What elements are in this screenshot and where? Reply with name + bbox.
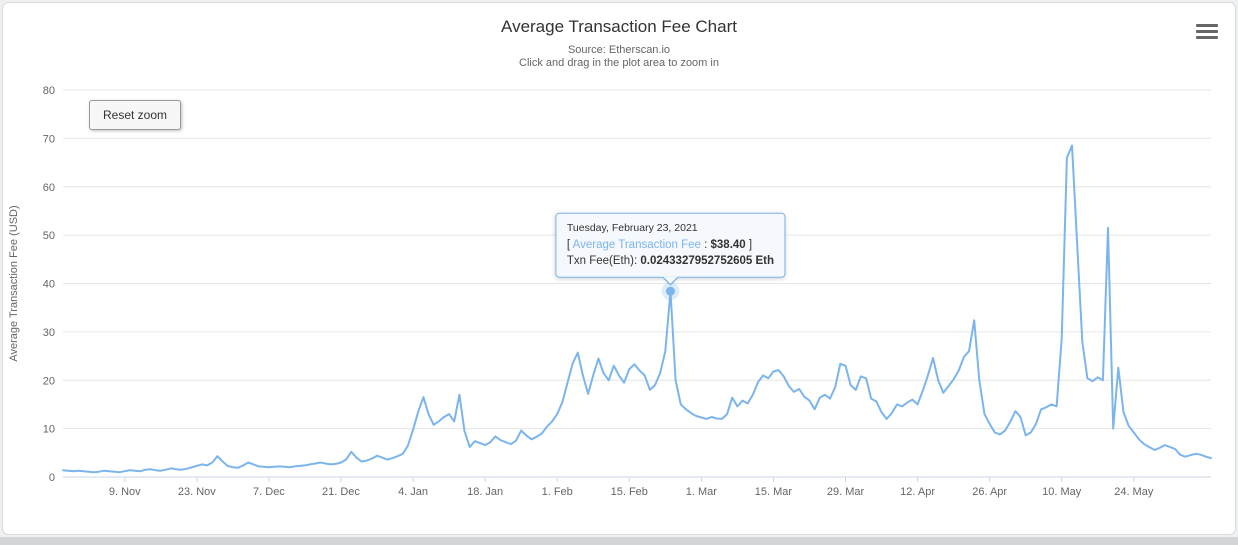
page-bottom-strip	[0, 537, 1238, 545]
svg-text:80: 80	[43, 85, 55, 97]
svg-text:9. Nov: 9. Nov	[109, 486, 141, 498]
svg-text:1. Mar: 1. Mar	[686, 486, 718, 498]
chart-title: Average Transaction Fee Chart	[501, 17, 737, 36]
svg-text:0: 0	[49, 472, 55, 484]
svg-text:15. Mar: 15. Mar	[755, 486, 793, 498]
svg-text:7. Dec: 7. Dec	[253, 486, 285, 498]
chart-card: Average Transaction Fee Chart Source: Et…	[2, 2, 1236, 535]
svg-text:23. Nov: 23. Nov	[178, 486, 216, 498]
svg-text:4. Jan: 4. Jan	[398, 486, 428, 498]
line-chart-plot-area[interactable]: 0 10 20 30 40 50 60 70 80 9. Nov 23. Nov 7. Dec 21. …	[3, 3, 1236, 513]
hamburger-icon	[1196, 24, 1218, 39]
chart-subtitle-hint: Click and drag in the plot area to zoom …	[519, 57, 719, 69]
svg-text:70: 70	[43, 133, 55, 145]
svg-text:1. Feb: 1. Feb	[542, 486, 573, 498]
svg-text:12. Apr: 12. Apr	[900, 486, 935, 498]
svg-text:Average Transaction Fee (USD): Average Transaction Fee (USD)	[8, 205, 20, 361]
svg-text:26. Apr: 26. Apr	[972, 486, 1007, 498]
reset-zoom-button[interactable]: Reset zoom	[89, 100, 182, 130]
svg-text:29. Mar: 29. Mar	[827, 486, 865, 498]
svg-text:40: 40	[43, 279, 55, 291]
svg-text:24. May: 24. May	[1114, 486, 1154, 498]
svg-text:60: 60	[43, 182, 55, 194]
svg-text:50: 50	[43, 230, 55, 242]
svg-text:15. Feb: 15. Feb	[611, 486, 648, 498]
chart-context-menu-button[interactable]	[1191, 17, 1223, 45]
chart-subtitle-source: Source: Etherscan.io	[567, 44, 671, 56]
svg-text:10: 10	[43, 424, 55, 436]
svg-text:20: 20	[43, 375, 55, 387]
svg-text:18. Jan: 18. Jan	[467, 486, 503, 498]
svg-text:30: 30	[43, 327, 55, 339]
svg-text:21. Dec: 21. Dec	[322, 486, 360, 498]
svg-text:10. May: 10. May	[1042, 486, 1082, 498]
